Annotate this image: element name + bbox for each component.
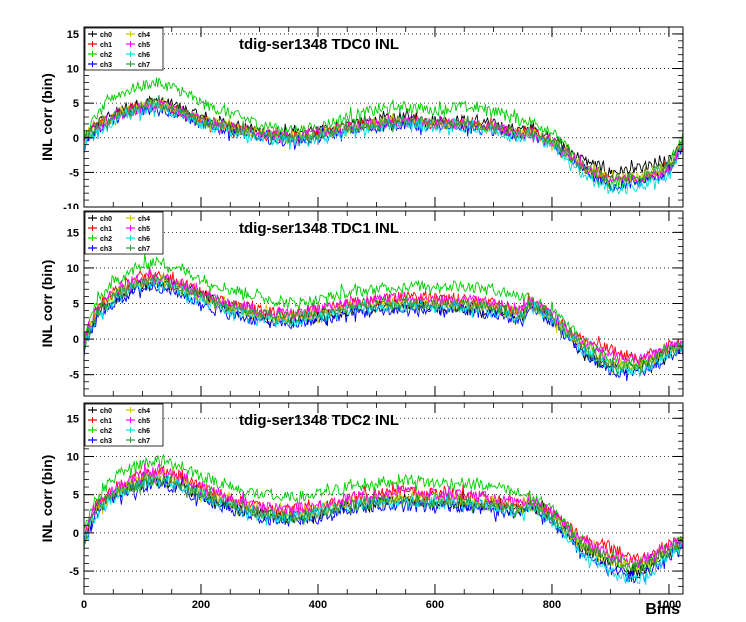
- legend-label-ch1: ch1: [100, 42, 112, 49]
- panel-title: tdig-ser1348 TDC1 INL: [239, 220, 399, 237]
- y-tick-label: 0: [73, 528, 79, 540]
- legend-label-ch0: ch0: [100, 216, 112, 223]
- series-line-ch2: [84, 253, 683, 371]
- legend: ch0 ch1 ch2 ch3 ch4 ch5 ch6 ch7: [84, 211, 164, 255]
- legend-label-ch2: ch2: [100, 52, 112, 59]
- legend-label-ch4: ch4: [138, 408, 150, 415]
- legend-label-ch2: ch2: [100, 236, 112, 243]
- y-tick-label: 5: [73, 490, 79, 502]
- series-line-ch6: [84, 473, 683, 585]
- legend: ch0 ch1 ch2 ch3 ch4 ch5 ch6 ch7: [84, 27, 164, 71]
- y-tick-label: -5: [69, 167, 79, 179]
- x-tick-label: 600: [426, 599, 444, 611]
- series-line-ch7: [84, 273, 683, 376]
- legend-label-ch6: ch6: [138, 52, 150, 59]
- legend-box: [84, 27, 164, 71]
- y-axis-label: INL corr (bin): [39, 73, 55, 161]
- legend-label-ch3: ch3: [100, 438, 112, 445]
- panel-2: -5 0 5 10 15 0 200 400 600 800 1000 INL corr (bin) t…: [0, 399, 746, 622]
- series-line-ch0: [84, 95, 683, 178]
- legend-label-ch1: ch1: [100, 418, 112, 425]
- series-line-ch6: [84, 278, 683, 378]
- y-tick-label: 5: [73, 299, 79, 311]
- legend-label-ch3: ch3: [100, 246, 112, 253]
- x-tick-label: 200: [192, 599, 210, 611]
- panel-title: tdig-ser1348 TDC2 INL: [239, 412, 399, 429]
- legend-label-ch0: ch0: [100, 32, 112, 39]
- legend-label-ch4: ch4: [138, 216, 150, 223]
- legend-box: [84, 403, 164, 447]
- series-line-ch4: [84, 467, 683, 575]
- legend-label-ch6: ch6: [138, 428, 150, 435]
- y-tick-label: 15: [67, 227, 79, 239]
- legend-label-ch0: ch0: [100, 408, 112, 415]
- series-line-ch2: [84, 76, 683, 192]
- x-tick-label: 1000: [657, 599, 681, 611]
- series-group: [84, 453, 683, 585]
- x-axis-label: Bins: [645, 601, 680, 618]
- legend-label-ch6: ch6: [138, 236, 150, 243]
- y-tick-label: 10: [67, 64, 79, 76]
- legend-label-ch5: ch5: [138, 418, 150, 425]
- x-tick-label: 400: [309, 599, 327, 611]
- legend-label-ch3: ch3: [100, 62, 112, 69]
- legend-label-ch7: ch7: [138, 62, 150, 69]
- y-tick-label: 0: [73, 133, 79, 145]
- y-tick-label: 0: [73, 334, 79, 346]
- y-tick-label: 10: [67, 263, 79, 275]
- series-line-ch5: [84, 463, 683, 568]
- series-group: [84, 253, 683, 382]
- plot-frame: [83, 402, 684, 595]
- x-tick-label: 800: [543, 599, 561, 611]
- y-tick-label: 15: [67, 29, 79, 41]
- legend-label-ch7: ch7: [138, 438, 150, 445]
- y-tick-label: 5: [73, 98, 79, 110]
- y-tick-label: -5: [69, 370, 79, 382]
- y-tick-label: -5: [69, 566, 79, 578]
- legend-label-ch5: ch5: [138, 42, 150, 49]
- legend-label-ch5: ch5: [138, 226, 150, 233]
- legend-label-ch2: ch2: [100, 428, 112, 435]
- legend-label-ch7: ch7: [138, 246, 150, 253]
- y-axis-label: INL corr (bin): [39, 455, 55, 543]
- legend-box: [84, 211, 164, 255]
- legend: ch0 ch1 ch2 ch3 ch4 ch5 ch6 ch7: [84, 403, 164, 447]
- y-axis-label: INL corr (bin): [39, 260, 55, 348]
- y-tick-label: 10: [67, 451, 79, 463]
- x-tick-label: 0: [81, 599, 87, 611]
- legend-label-ch1: ch1: [100, 226, 112, 233]
- panel-1: -5 0 5 10 15 INL corr (bin) tdig-ser1348 TDC1 …: [0, 209, 746, 399]
- series-line-ch6: [84, 99, 683, 196]
- legend-label-ch4: ch4: [138, 32, 150, 39]
- panel-title: tdig-ser1348 TDC0 INL: [239, 36, 399, 53]
- series-line-ch7: [84, 95, 683, 187]
- y-tick-label: 15: [67, 413, 79, 425]
- series-group: [84, 76, 683, 196]
- series-line-ch7: [84, 471, 683, 575]
